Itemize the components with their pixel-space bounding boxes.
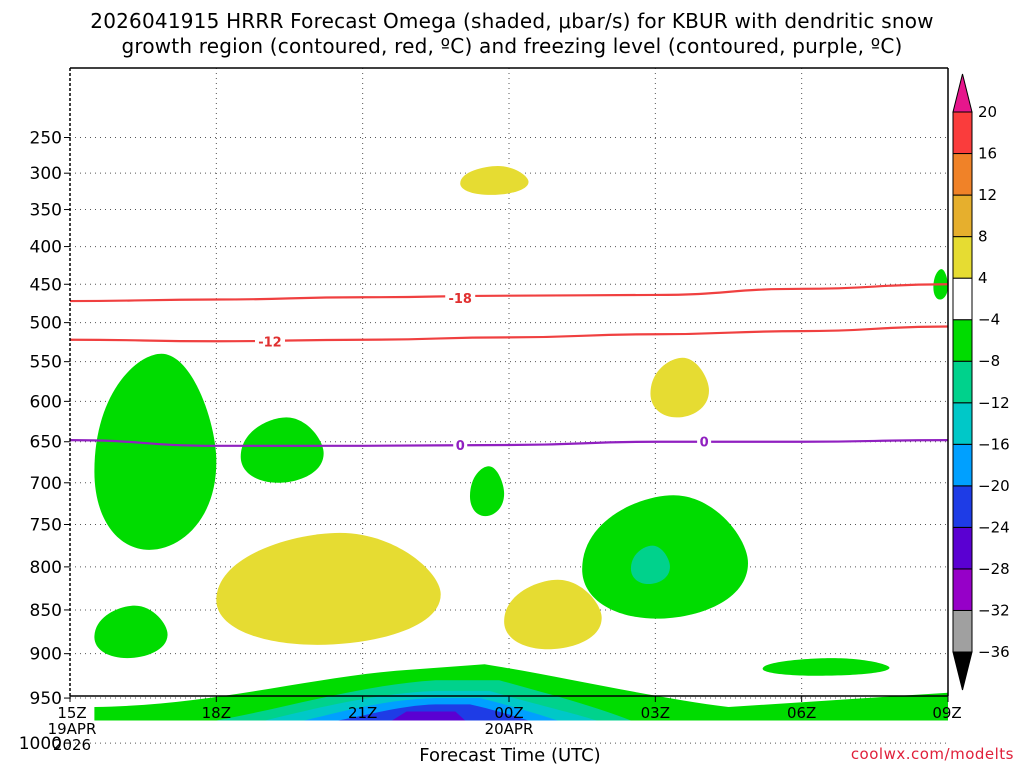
y-tick-label: 500	[30, 314, 62, 334]
omega-region-1	[94, 605, 168, 659]
y-tick-label: 750	[30, 516, 62, 536]
x-tick-sublabel: 20APR	[485, 720, 534, 738]
colorbar-label: −20	[978, 477, 1010, 495]
omega-lowlevel-band-24	[391, 711, 466, 721]
contour-label: -18	[448, 292, 472, 307]
colorbar-box	[952, 443, 973, 487]
x-tick-label: 09Z	[932, 704, 961, 722]
colorbar-label: −36	[978, 643, 1010, 661]
x-tick-label: 15Z	[57, 704, 86, 722]
y-tick-label: 950	[30, 689, 62, 709]
credit-link[interactable]: coolwx.com/modelts	[850, 745, 1014, 763]
x-axis-label: Forecast Time (UTC)	[419, 745, 601, 766]
contour-label: 0	[456, 439, 465, 454]
y-tick-label: 450	[30, 275, 62, 295]
omega-region-6	[762, 658, 890, 676]
colorbar-label: 20	[978, 103, 997, 121]
colorbar-label: −24	[978, 518, 1010, 536]
colorbar-label: 16	[978, 145, 997, 163]
colorbar-top-arrow	[952, 73, 973, 113]
colorbar-label: 12	[978, 186, 997, 204]
colorbar-label: 4	[978, 269, 988, 287]
colorbar-box	[952, 609, 973, 653]
y-tick-label: 800	[30, 558, 62, 578]
x-tick-label: 18Z	[202, 704, 231, 722]
omega-region-0	[94, 353, 217, 550]
y-tick-label: 650	[30, 433, 62, 453]
omega-region-8	[460, 165, 529, 195]
y-tick-label: 850	[30, 601, 62, 621]
y-tick-label: 400	[30, 238, 62, 258]
omega-region-2	[240, 417, 324, 483]
contour-label-bg	[697, 433, 712, 449]
contour-label-bg	[445, 289, 476, 305]
y-tick-label: 900	[30, 645, 62, 665]
x-tick-label: 21Z	[348, 704, 377, 722]
colorbar-box	[952, 360, 973, 404]
y-tick-label: 600	[30, 392, 62, 412]
contour-label-bg	[453, 436, 468, 452]
plot-area	[70, 68, 948, 696]
colorbar-box	[952, 568, 973, 611]
y-tick-label: 700	[30, 474, 62, 494]
colorbar-box	[952, 111, 973, 155]
colorbar-bottom-arrow	[952, 651, 973, 691]
colorbar-label: −12	[978, 394, 1010, 412]
omega-region-9	[650, 357, 709, 418]
x-tick-label: 00Z	[494, 704, 523, 722]
colorbar-label: 8	[978, 228, 988, 246]
omega-region-10	[216, 532, 441, 645]
colorbar-box	[952, 402, 973, 445]
chart-title-line-2: growth region (contoured, red, ºC) and f…	[121, 34, 903, 58]
colorbar-box	[952, 485, 973, 528]
omega-region-3	[469, 466, 505, 517]
colorbar-box	[952, 194, 973, 238]
x-tick-sublabel: 19APR	[48, 720, 97, 738]
y-tick-label: 550	[30, 353, 62, 373]
contour-line-minus18	[69, 283, 949, 303]
colorbar-box	[952, 277, 973, 321]
contour-label: -12	[258, 335, 282, 350]
y-tick-label: 300	[30, 164, 62, 184]
chart-title-line-1: 2026041915 HRRR Forecast Omega (shaded, …	[90, 9, 934, 33]
colorbar-label: −4	[978, 311, 1000, 329]
contour-label-bg	[254, 333, 285, 349]
colorbar-box	[952, 153, 973, 196]
x-tick-label: 03Z	[641, 704, 670, 722]
y-tick-label: 350	[30, 201, 62, 221]
contour-line-minus12	[69, 325, 949, 343]
y-tick-label: 1000	[19, 734, 62, 754]
omega-region-11	[504, 579, 602, 650]
colorbar-box	[952, 526, 973, 570]
contour-label: 0	[700, 436, 709, 451]
colorbar-label: −16	[978, 435, 1010, 453]
omega-region-5	[630, 545, 670, 585]
colorbar-box	[952, 319, 973, 362]
x-tick-sublabel: 2026	[53, 736, 91, 754]
colorbar-label: −32	[978, 601, 1010, 619]
x-tick-label: 06Z	[787, 704, 816, 722]
colorbar-label: −28	[978, 560, 1010, 578]
contour-line-0	[69, 439, 949, 447]
colorbar-label: −8	[978, 352, 1000, 370]
colorbar-box	[952, 236, 973, 279]
y-tick-label: 250	[30, 129, 62, 149]
